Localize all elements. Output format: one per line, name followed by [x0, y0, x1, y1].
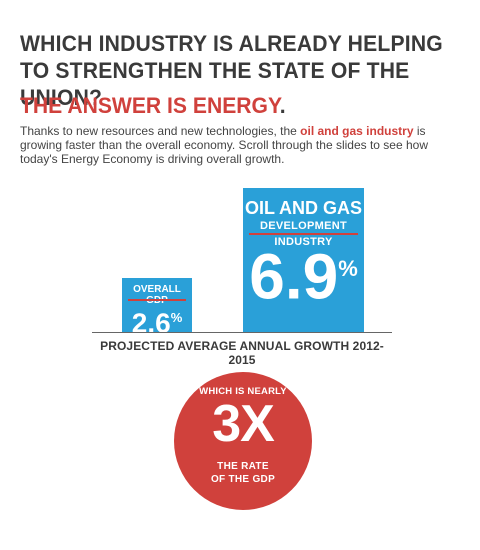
comparison-callout: WHICH IS NEARLY 3X THE RATE OF THE GDP — [174, 372, 312, 510]
callout-top-text: WHICH IS NEARLY — [199, 386, 287, 397]
bar-value-label: 6.9% — [243, 235, 364, 310]
bar-category-line: DEVELOPMENT INDUSTRY — [259, 220, 348, 248]
bar-oil-and-gas: OIL AND GAS DEVELOPMENT INDUSTRY 6.9% — [243, 188, 364, 332]
callout-bottom-text: THE RATE OF THE GDP — [174, 460, 312, 486]
callout-bottom-line-1: THE RATE — [217, 461, 269, 472]
chart-baseline — [92, 332, 392, 333]
answer-text: THE ANSWER IS ENERGY — [20, 93, 280, 118]
headline-line-1: WHICH INDUSTRY IS ALREADY HELPING — [20, 31, 443, 56]
intro-highlight: oil and gas industry — [300, 124, 414, 138]
bar-value-label: 2.6% — [122, 302, 192, 339]
callout-bottom-line-2: OF THE GDP — [210, 474, 276, 485]
intro-part-2: is growing faster than the overall econo… — [20, 124, 428, 166]
intro-paragraph: Thanks to new resources and new technolo… — [20, 124, 465, 166]
bar-category-line: OIL AND GAS — [244, 198, 362, 218]
callout-multiplier: 3X — [212, 395, 275, 453]
bar-divider — [128, 299, 186, 301]
bar-divider — [249, 233, 358, 235]
bar-overall-gdp: OVERALL GDP2.6% — [122, 278, 192, 338]
answer-period: . — [279, 93, 286, 118]
bar-value-number: 2.6 — [131, 307, 171, 339]
headline: WHICH INDUSTRY IS ALREADY HELPING TO STR… — [20, 30, 452, 111]
bar-value-unit: % — [170, 310, 183, 325]
chart-axis-title: PROJECTED AVERAGE ANNUAL GROWTH 2012-201… — [100, 339, 384, 367]
answer-heading: THE ANSWER IS ENERGY. — [20, 92, 286, 119]
headline-line-2: TO STRENGTHEN THE STATE OF THE UNION? — [20, 58, 410, 110]
bar-value-number: 6.9 — [249, 240, 339, 313]
intro-part-1: Thanks to new resources and new technolo… — [20, 124, 301, 138]
bar-category-label: OIL AND GAS DEVELOPMENT INDUSTRY — [243, 198, 364, 250]
bar-value-unit: % — [338, 256, 358, 281]
